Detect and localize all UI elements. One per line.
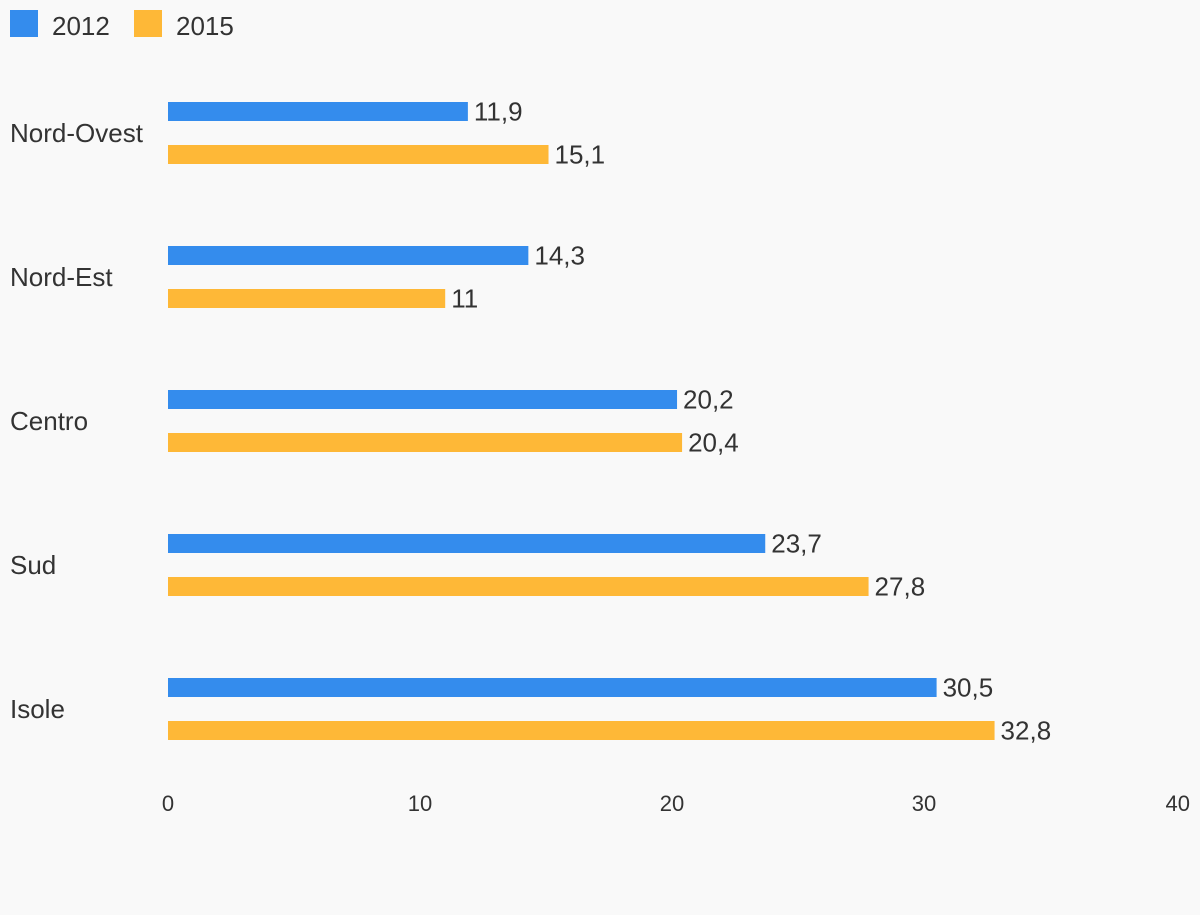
bar-2012 (168, 678, 937, 697)
data-label-2015: 15,1 (555, 140, 606, 170)
legend: 2012 2015 (10, 10, 234, 41)
x-tick-label: 20 (660, 791, 684, 816)
x-tick-label: 0 (162, 791, 174, 816)
bar-2015 (168, 433, 683, 452)
data-label-2015: 27,8 (875, 572, 926, 602)
data-label-2015: 20,4 (688, 428, 739, 458)
legend-label-2015: 2015 (176, 11, 234, 41)
category-label: Nord-Est (10, 262, 113, 292)
bar-2015 (168, 721, 995, 740)
data-label-2012: 23,7 (771, 529, 822, 559)
x-axis: 0 10 20 30 40 (162, 791, 1190, 816)
data-label-2015: 32,8 (1001, 716, 1052, 746)
data-label-2012: 30,5 (943, 673, 994, 703)
legend-swatch-2015 (134, 10, 162, 37)
category-label: Sud (10, 550, 56, 580)
category-label: Nord-Ovest (10, 118, 144, 148)
x-tick-label: 30 (912, 791, 936, 816)
data-label-2012: 14,3 (534, 241, 585, 271)
data-label-2015: 11 (451, 284, 478, 314)
data-label-2012: 20,2 (683, 385, 734, 415)
category-labels: Nord-Ovest Nord-Est Centro Sud Isole (10, 118, 144, 724)
x-tick-label: 10 (408, 791, 432, 816)
bar-2012 (168, 534, 766, 553)
value-labels: 11,9 15,1 14,3 11 20,2 20,4 23,7 27,8 30,532,8 (451, 97, 1051, 746)
bar-2015 (168, 289, 446, 308)
category-label: Isole (10, 694, 65, 724)
x-tick-label: 40 (1166, 791, 1190, 816)
bar-2015 (168, 145, 549, 164)
bar-2012 (168, 390, 678, 409)
bars (168, 102, 995, 740)
legend-label-2012: 2012 (52, 11, 110, 41)
bar-2015 (168, 577, 869, 596)
bar-2012 (168, 102, 468, 121)
legend-swatch-2012 (10, 10, 38, 37)
data-label-2012: 11,9 (474, 97, 523, 127)
bar-2012 (168, 246, 529, 265)
category-label: Centro (10, 406, 88, 436)
